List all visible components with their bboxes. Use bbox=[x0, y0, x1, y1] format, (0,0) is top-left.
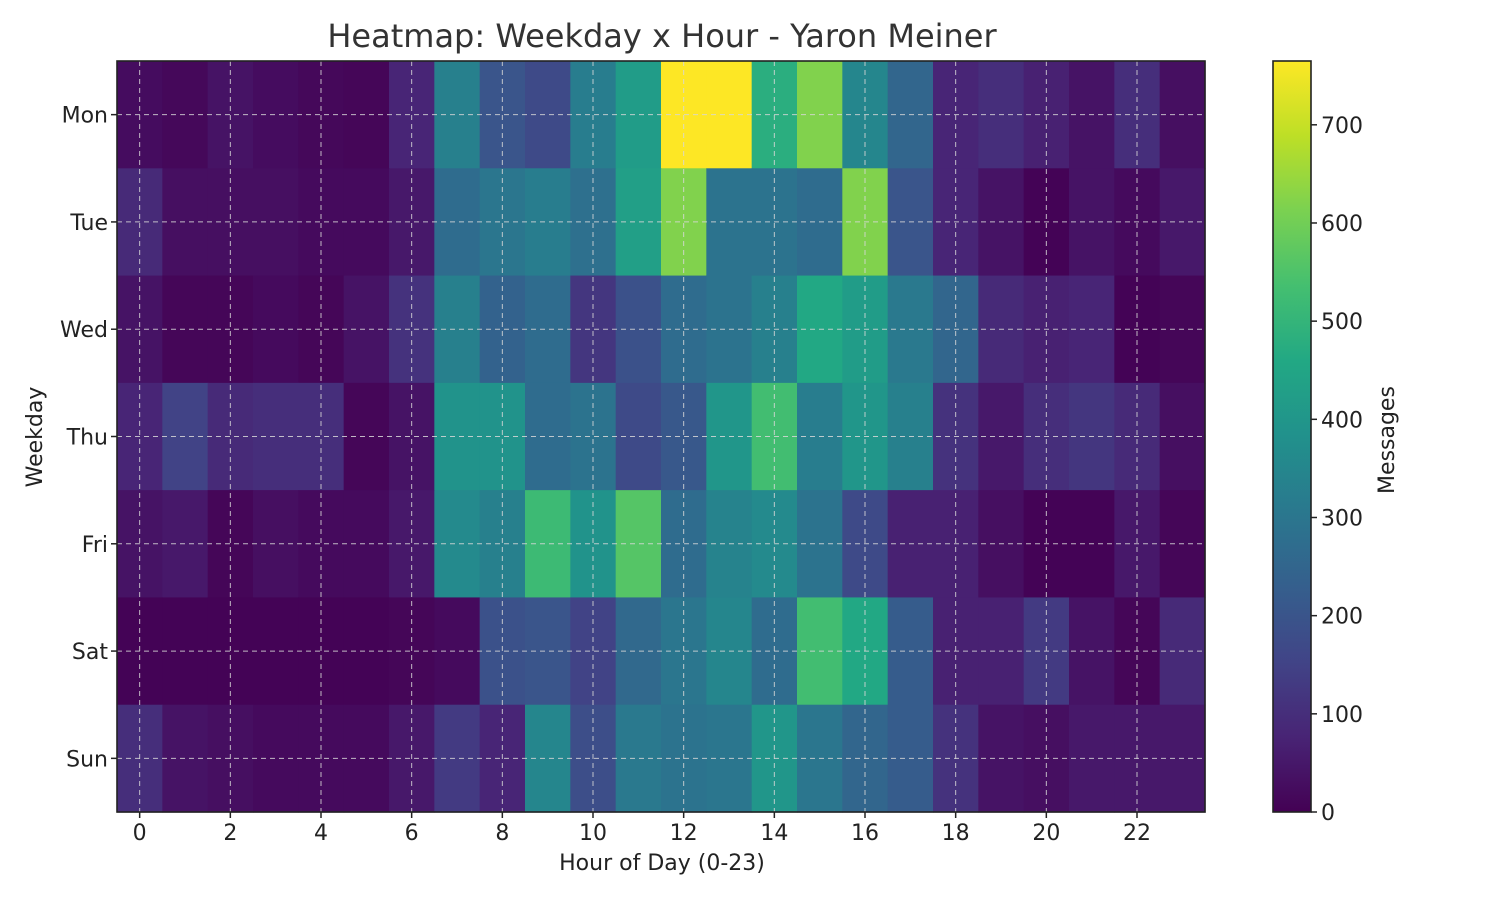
chart-title: Heatmap: Weekday x Hour - Yaron Meiner bbox=[327, 17, 997, 55]
y-tick-label: Sun bbox=[66, 747, 108, 772]
colorbar-tick-label: 0 bbox=[1321, 801, 1335, 826]
x-tick-label: 16 bbox=[851, 821, 879, 846]
colorbar-tick-label: 100 bbox=[1321, 703, 1363, 728]
y-tick-label: Mon bbox=[62, 104, 108, 129]
colorbar-tick-label: 700 bbox=[1321, 114, 1363, 139]
colorbar-gradient bbox=[1273, 61, 1311, 812]
x-tick-label: 22 bbox=[1123, 821, 1151, 846]
colorbar-label: Messages bbox=[1375, 386, 1400, 494]
x-axis: 0 2 4 6 8 10 12 14 16 18 20 22 bbox=[133, 812, 1151, 846]
colorbar-tick-label: 400 bbox=[1321, 408, 1363, 433]
heatmap-cell bbox=[389, 382, 435, 491]
x-tick-label: 12 bbox=[670, 821, 698, 846]
x-tick-label: 20 bbox=[1032, 821, 1060, 846]
heatmap-cells bbox=[117, 61, 1206, 813]
colorbar-tick-label: 600 bbox=[1321, 212, 1363, 237]
x-tick-label: 14 bbox=[760, 821, 788, 846]
x-tick-label: 18 bbox=[942, 821, 970, 846]
x-tick-label: 10 bbox=[579, 821, 607, 846]
y-axis-label: Weekday bbox=[23, 387, 48, 488]
colorbar-tick-label: 300 bbox=[1321, 506, 1363, 531]
colorbar: 0 100 200 300 400 500 600 700 bbox=[1272, 60, 1363, 826]
y-tick-label: Thu bbox=[66, 426, 108, 451]
colorbar-tick-label: 500 bbox=[1321, 310, 1363, 335]
x-axis-label: Hour of Day (0-23) bbox=[559, 851, 765, 876]
y-tick-label: Tue bbox=[69, 211, 108, 236]
colorbar-tick-label: 200 bbox=[1321, 605, 1363, 630]
x-tick-label: 2 bbox=[223, 821, 237, 846]
y-tick-label: Sat bbox=[72, 640, 108, 665]
x-tick-label: 0 bbox=[133, 821, 147, 846]
y-tick-label: Wed bbox=[60, 318, 108, 343]
colorbar-frame bbox=[1272, 60, 1312, 813]
x-tick-label: 8 bbox=[495, 821, 509, 846]
x-tick-label: 4 bbox=[314, 821, 328, 846]
gridlines bbox=[117, 61, 1205, 812]
y-axis: Mon Tue Wed Thu Fri Sat Sun bbox=[60, 104, 117, 772]
x-tick-label: 6 bbox=[405, 821, 419, 846]
y-tick-label: Fri bbox=[82, 533, 108, 558]
